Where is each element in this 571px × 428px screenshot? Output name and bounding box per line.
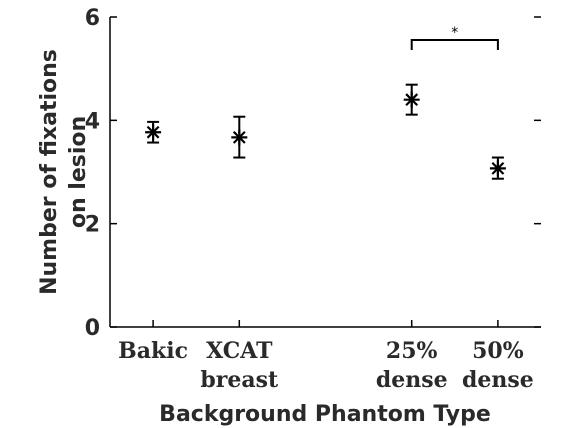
significance-line <box>410 39 499 50</box>
y-axis-label: Number of fixations on lesion <box>37 49 91 295</box>
axes <box>109 17 541 328</box>
data-point <box>231 115 248 159</box>
x-tick-label: dense <box>462 367 534 393</box>
data-point <box>403 83 420 116</box>
x-tick-label: breast <box>200 367 279 393</box>
y-tick-label: 6 <box>85 6 100 31</box>
x-tick-label: Bakic <box>118 338 188 364</box>
y-ticks: 0 2 4 6 <box>85 6 541 341</box>
data-series <box>145 83 506 180</box>
y-axis-label-line: on lesion <box>66 116 91 228</box>
x-tick-label: 50% <box>472 338 524 364</box>
significance-label: * <box>451 25 458 41</box>
data-point <box>489 156 506 180</box>
y-tick-label: 2 <box>85 213 100 238</box>
y-axis-label-line: Number of fixations <box>37 49 62 295</box>
x-tick-label: dense <box>376 367 448 393</box>
x-tick-label: 25% <box>386 338 438 364</box>
x-tick-label: XCAT <box>206 338 273 364</box>
y-tick-label: 0 <box>85 316 100 341</box>
asterisk-marker <box>403 91 420 108</box>
x-ticks: Bakic XCAT breast 25% dense 50% dense <box>118 320 534 393</box>
asterisk-marker <box>231 129 248 146</box>
asterisk-marker <box>489 160 506 177</box>
asterisk-marker <box>145 124 162 141</box>
significance-bracket: * <box>410 25 499 50</box>
data-point <box>145 120 162 144</box>
x-axis-label: Background Phantom Type <box>159 402 491 427</box>
y-tick-label: 4 <box>85 109 100 134</box>
